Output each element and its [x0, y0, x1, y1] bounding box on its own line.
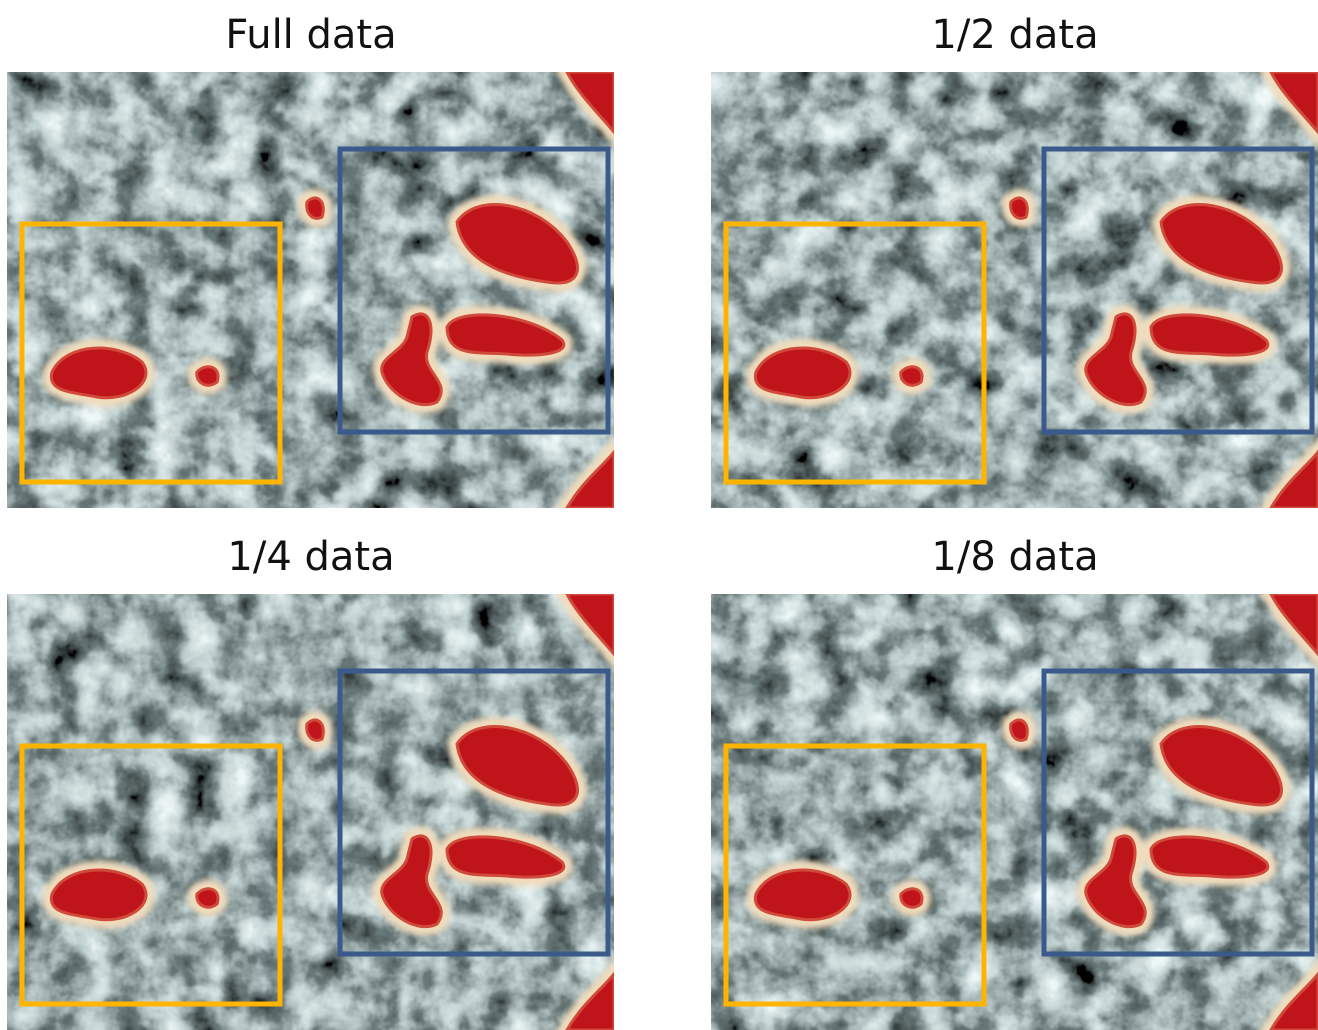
orange-box — [19, 221, 283, 485]
red-region — [455, 725, 579, 807]
red-region — [565, 594, 614, 657]
orange-box — [19, 743, 283, 1007]
red-region — [1149, 313, 1270, 357]
panel-title: 1/4 data — [227, 534, 394, 580]
panel-title: 1/2 data — [931, 12, 1098, 58]
red-region — [1009, 718, 1029, 742]
blue-box — [337, 146, 611, 435]
red-region — [1009, 196, 1029, 220]
red-region — [380, 312, 443, 407]
orange-box — [723, 743, 987, 1007]
blue-box — [337, 668, 611, 957]
red-region — [49, 346, 148, 400]
red-region — [49, 868, 148, 922]
red-region — [1084, 312, 1147, 407]
red-region — [753, 346, 852, 400]
red-region — [1159, 725, 1283, 807]
blue-box — [1041, 146, 1315, 435]
red-region — [565, 449, 614, 508]
red-region — [899, 887, 924, 909]
image-panel — [7, 594, 614, 1030]
red-region — [380, 834, 443, 929]
texture — [7, 72, 614, 508]
red-region — [445, 313, 566, 357]
image-panel — [711, 72, 1318, 508]
blue-box — [1041, 668, 1315, 957]
red-region — [195, 365, 220, 387]
panel-title: 1/8 data — [931, 534, 1098, 580]
red-region — [1159, 203, 1283, 285]
red-region — [445, 835, 566, 879]
texture — [7, 594, 614, 1030]
red-region — [455, 203, 579, 285]
image-panel — [7, 72, 614, 508]
red-region — [305, 718, 325, 742]
red-region — [305, 196, 325, 220]
red-region — [565, 971, 614, 1030]
red-region — [195, 887, 220, 909]
red-region — [1084, 834, 1147, 929]
image-panel — [711, 594, 1318, 1030]
texture — [711, 72, 1318, 508]
red-region — [753, 868, 852, 922]
red-region — [565, 72, 614, 135]
red-region — [1149, 835, 1270, 879]
texture — [711, 594, 1318, 1030]
orange-box — [723, 221, 987, 485]
panel-title: Full data — [225, 12, 396, 58]
red-region — [899, 365, 924, 387]
